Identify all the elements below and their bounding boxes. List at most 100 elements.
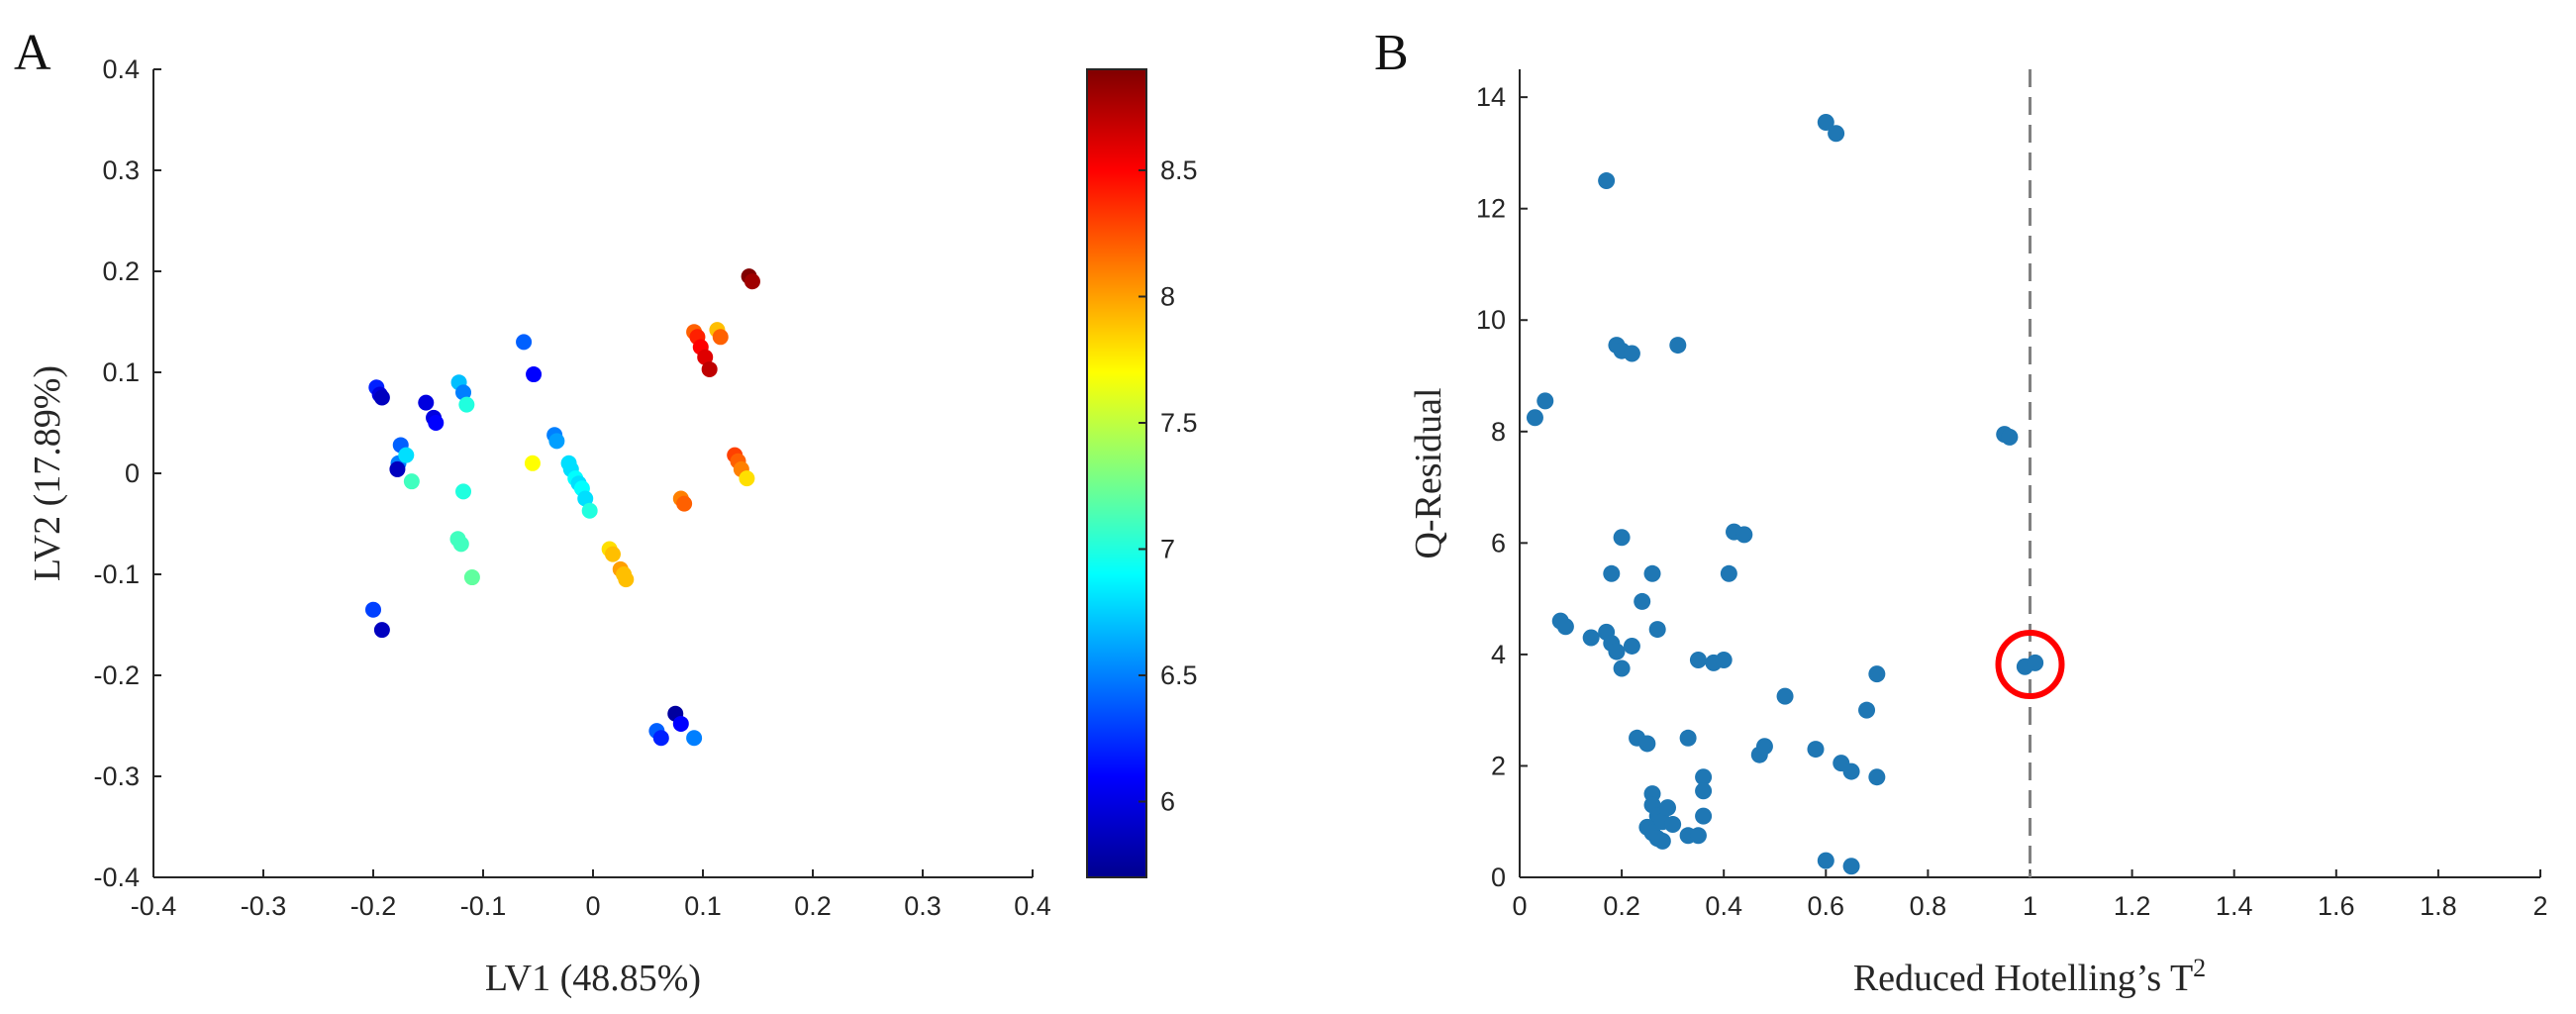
data-point (1536, 392, 1554, 410)
x-tick-label: 1.2 (2114, 891, 2151, 921)
x-tick-label: 1.4 (2216, 891, 2253, 921)
data-point (1720, 564, 1737, 582)
data-point (739, 470, 755, 487)
y-tick-label: 0 (1491, 862, 1506, 892)
y-tick-label: 8 (1491, 417, 1506, 447)
data-point (1755, 738, 1773, 756)
panel-label-a: A (14, 25, 51, 81)
data-point (701, 360, 718, 377)
y-ticks-a: -0.4 -0.3 -0.2 -0.1 0 0.1 0.2 0.3 0.4 (93, 54, 161, 892)
x-tick-label: 0.4 (1705, 891, 1742, 921)
data-point (1643, 564, 1661, 582)
data-point (686, 730, 703, 747)
data-point (373, 622, 390, 639)
data-point (463, 569, 480, 586)
y-ticks-b: 0 2 4 6 8 10 12 14 (1476, 82, 1528, 892)
data-point (1653, 832, 1671, 850)
x-tick-label: 0.2 (1603, 891, 1640, 921)
data-point (676, 495, 693, 512)
data-point (524, 455, 541, 471)
data-point (1556, 618, 1574, 636)
colorbar-tick-label: 7.5 (1160, 408, 1198, 438)
data-point (452, 536, 469, 553)
colorbar-gradient (1086, 68, 1147, 878)
data-point (455, 384, 472, 401)
x-axis-label-a: LV1 (48.85%) (485, 958, 701, 999)
data-point (618, 571, 635, 588)
data-point (1868, 665, 1886, 683)
x-tick-label: -0.4 (131, 891, 177, 921)
y-axis-label-b: Q-Residual (1408, 387, 1449, 558)
data-point (1828, 125, 1845, 143)
data-point (672, 715, 689, 732)
data-point (1817, 113, 1834, 131)
data-point (1695, 807, 1713, 825)
data-point (1623, 345, 1640, 362)
colorbar-tick-label: 7 (1160, 535, 1175, 564)
x-ticks-b: 0 0.2 0.4 0.6 0.8 1 1.2 1.4 1.6 1.8 2 (1512, 869, 2548, 921)
y-axis-label-a: LV2 (17.89%) (27, 365, 68, 581)
data-point (418, 394, 435, 411)
panel-label-b: B (1374, 25, 1409, 81)
x-tick-label: 0.6 (1808, 891, 1845, 921)
x-tick-label: -0.3 (241, 891, 287, 921)
x-tick-label: 0.8 (1910, 891, 1947, 921)
data-point (428, 415, 445, 431)
data-point (1842, 762, 1860, 780)
x-tick-label: 0.2 (794, 891, 832, 921)
data-point (577, 490, 594, 507)
colorbar-tick-label: 8.5 (1160, 155, 1198, 185)
data-point (1664, 816, 1682, 834)
y-tick-label: 2 (1491, 751, 1506, 780)
data-point (1669, 337, 1687, 355)
data-point (712, 329, 729, 346)
chart-panel-b: B 0 0.2 0.4 0.6 0.8 1 1.2 1.4 1.6 1.8 2 0 2 4 6 8 10 12 1… (1374, 25, 2548, 999)
data-point (1598, 172, 1616, 190)
y-tick-label: 0.3 (102, 155, 140, 185)
data-point (2001, 428, 2019, 446)
data-point (1689, 652, 1707, 669)
data-point (1648, 621, 1666, 639)
data-point (1638, 735, 1656, 753)
data-point (652, 730, 669, 747)
y-tick-label: 6 (1491, 528, 1506, 558)
data-point (1689, 827, 1707, 845)
data-point (1613, 659, 1631, 677)
scatter-points-b (1526, 113, 2044, 875)
y-tick-label: 10 (1476, 305, 1506, 335)
data-point (1817, 852, 1834, 869)
data-point (1613, 529, 1631, 547)
x-tick-label: 2 (2532, 891, 2547, 921)
x-tick-label: 0.1 (684, 891, 722, 921)
y-tick-label: -0.2 (93, 660, 140, 690)
data-point (1807, 741, 1825, 759)
data-point (458, 396, 475, 413)
x-tick-label: 1 (2023, 891, 2037, 921)
data-point (697, 349, 714, 365)
data-point (1858, 701, 1876, 719)
x-axis-label-b: Reduced Hotelling’s T2 (1853, 954, 2206, 999)
data-point (403, 473, 420, 490)
x-tick-label: 0 (1512, 891, 1527, 921)
data-point (2027, 654, 2044, 671)
colorbar-tick-label: 8 (1160, 282, 1175, 312)
data-point (398, 447, 415, 463)
y-tick-label: 14 (1476, 82, 1506, 112)
chart-panel-a: A -0.4 -0.3 -0.2 -0.1 0 0.1 0.2 0.3 0.4 -0.4 -0.3… (14, 25, 1198, 999)
y-tick-label: 0 (125, 458, 140, 488)
data-point (1695, 782, 1713, 800)
x-tick-label: 1.6 (2318, 891, 2355, 921)
data-point (1608, 643, 1626, 660)
data-point (1868, 768, 1886, 786)
y-tick-label: -0.3 (93, 761, 140, 791)
data-point (604, 546, 621, 562)
data-point (1634, 592, 1651, 610)
data-point (516, 334, 533, 351)
colorbar-tick-label: 6 (1160, 787, 1175, 817)
y-tick-label: 12 (1476, 194, 1506, 224)
x-tick-label: 0.3 (904, 891, 941, 921)
data-point (1842, 858, 1860, 875)
data-point (1582, 629, 1600, 647)
y-tick-label: 0.2 (102, 256, 140, 286)
